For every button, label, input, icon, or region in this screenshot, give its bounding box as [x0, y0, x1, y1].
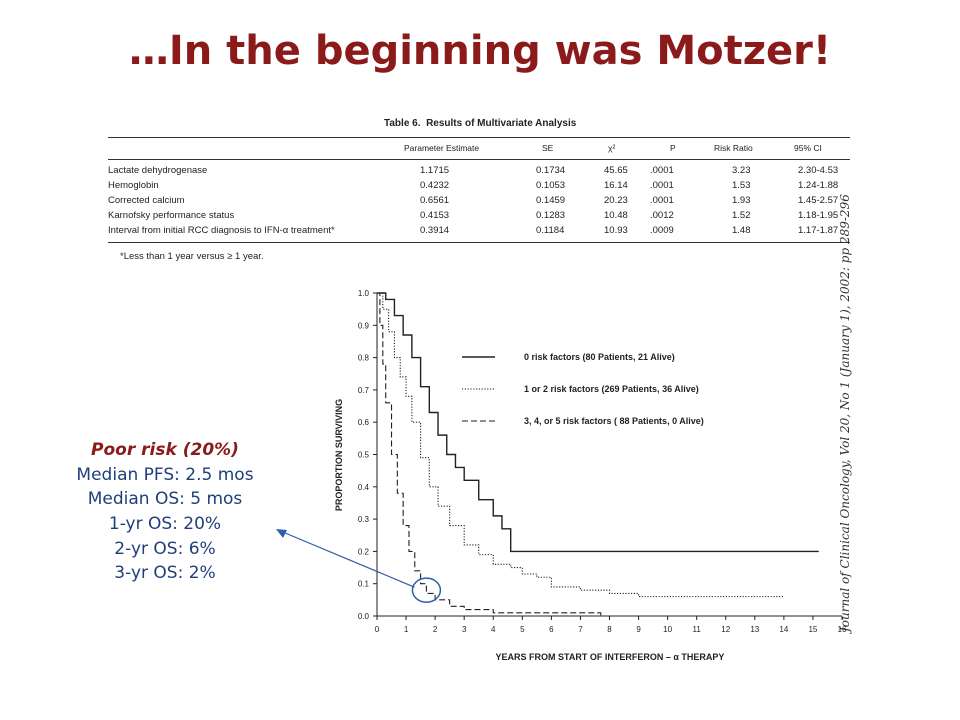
survival-curve-1 — [377, 292, 819, 553]
table-cell: 2.30-4.53 — [798, 165, 839, 176]
survival-curve-3 — [377, 292, 602, 616]
table-cell: .0001 — [650, 165, 674, 176]
table-bottom-rule — [108, 242, 850, 243]
x-tick-label: 5 — [520, 625, 525, 634]
x-tick-label: 1 — [404, 625, 409, 634]
x-tick-label: 11 — [693, 625, 702, 634]
callout-line: 3-yr OS: 2% — [114, 563, 216, 584]
x-tick-label: 8 — [607, 625, 612, 634]
callout-arrowhead — [276, 529, 287, 538]
table-caption-label: Table 6. — [384, 118, 421, 129]
table-cell: 0.6561 — [420, 195, 450, 206]
y-tick-label: 0.5 — [358, 451, 370, 460]
x-tick-label: 4 — [491, 625, 496, 634]
table-cell: 0.1184 — [536, 225, 565, 236]
table-top-rule — [108, 137, 850, 138]
table-row-label: Hemoglobin — [108, 180, 159, 191]
callout-line: Median OS: 5 mos — [87, 489, 243, 510]
callout-heading: Poor risk (20%) — [91, 440, 239, 460]
x-tick-label: 15 — [808, 625, 817, 634]
table-header: 95% CI — [794, 143, 822, 153]
results-table: Table 6. Results of Multivariate Analysi… — [108, 118, 850, 268]
table-cell: 1.48 — [732, 225, 751, 236]
table-cell: .0012 — [650, 210, 674, 221]
x-tick-label: 2 — [433, 625, 438, 634]
callout-line: Median PFS: 2.5 mos — [76, 464, 254, 485]
y-tick-label: 0.3 — [358, 515, 370, 524]
table-cell: 1.53 — [732, 180, 751, 191]
table-cell: 0.1459 — [536, 195, 566, 206]
table-cell: 1.1715 — [420, 165, 450, 176]
table-cell: 0.1283 — [536, 210, 566, 221]
table-cell: .0001 — [650, 195, 674, 206]
y-tick-label: 0.9 — [358, 321, 370, 330]
x-tick-label: 0 — [375, 625, 380, 634]
table-cell: 3.23 — [732, 165, 751, 176]
x-axis-label: YEARS FROM START OF INTERFERON – α THERA… — [496, 652, 725, 662]
table-cell: 10.48 — [604, 210, 628, 221]
table-cell: .0001 — [650, 180, 674, 191]
table-row-label: Interval from initial RCC diagnosis to I… — [108, 225, 335, 236]
journal-reference: Journal of Clinical Oncology, Vol 20, No… — [838, 194, 852, 632]
legend-label-1: 0 risk factors (80 Patients, 21 Alive) — [524, 352, 675, 362]
table-cell: 0.3914 — [420, 225, 450, 236]
table-cell: .0009 — [650, 225, 674, 236]
table-header: χ² — [608, 143, 616, 153]
table-cell: 1.45-2.57 — [798, 195, 839, 206]
table-cell: 10.93 — [604, 225, 628, 236]
y-tick-label: 0.1 — [358, 580, 370, 589]
x-tick-label: 12 — [721, 625, 730, 634]
table-cell: 16.14 — [604, 180, 628, 191]
x-tick-label: 10 — [663, 625, 672, 634]
y-tick-label: 0.2 — [358, 547, 370, 556]
highlight-circle — [411, 577, 442, 603]
table-header: Parameter Estimate — [404, 143, 480, 153]
table-cell: 0.1053 — [536, 180, 566, 191]
legend-label-2: 1 or 2 risk factors (269 Patients, 36 Al… — [524, 384, 699, 394]
table-header: P — [670, 143, 676, 153]
x-tick-label: 7 — [578, 625, 583, 634]
table-row-label: Lactate dehydrogenase — [108, 165, 208, 176]
table-caption: Table 6. Results of Multivariate Analysi… — [384, 118, 576, 129]
y-axis-label: PROPORTION SURVIVING — [334, 399, 344, 511]
y-tick-label: 0.4 — [358, 483, 370, 492]
table-row-label: Corrected calcium — [108, 195, 185, 206]
y-tick-label: 1.0 — [358, 289, 370, 298]
slide-title: …In the beginning was Motzer! — [128, 28, 832, 74]
x-tick-label: 13 — [750, 625, 759, 634]
table-cell: 0.4153 — [420, 210, 450, 221]
table-header-rule — [108, 159, 850, 160]
callout-line: 2-yr OS: 6% — [114, 538, 216, 559]
callout-line: 1-yr OS: 20% — [108, 513, 222, 534]
poor-risk-callout: Poor risk (20%) Median PFS: 2.5 mos Medi… — [50, 438, 280, 586]
table-cell: 1.93 — [732, 195, 751, 206]
table-cell: 1.24-1.88 — [798, 180, 839, 191]
legend-label-3: 3, 4, or 5 risk factors ( 88 Patients, 0… — [524, 416, 704, 426]
y-tick-label: 0.8 — [358, 354, 370, 363]
table-cell: 1.18-1.95 — [798, 210, 839, 221]
table-header: SE — [542, 143, 554, 153]
x-tick-label: 6 — [549, 625, 554, 634]
table-cell: 1.52 — [732, 210, 751, 221]
table-row-label: Karnofsky performance status — [108, 210, 235, 221]
y-tick-label: 0.0 — [358, 612, 370, 621]
callout-arrow — [277, 529, 415, 588]
x-tick-label: 16 — [838, 625, 847, 634]
table-cell: 20.23 — [604, 195, 628, 206]
table-cell: 45.65 — [604, 165, 628, 176]
table-cell: 1.17-1.87 — [798, 225, 839, 236]
y-tick-label: 0.6 — [358, 418, 370, 427]
x-tick-label: 9 — [636, 625, 641, 634]
x-tick-label: 14 — [779, 625, 788, 634]
table-cell: 0.4232 — [420, 180, 450, 191]
table-caption-title: Results of Multivariate Analysis — [426, 118, 577, 129]
table-cell: 0.1734 — [536, 165, 566, 176]
y-tick-label: 0.7 — [358, 386, 370, 395]
x-tick-label: 3 — [462, 625, 467, 634]
table-header: Risk Ratio — [714, 143, 753, 153]
table-footnote: *Less than 1 year versus ≥ 1 year. — [120, 251, 264, 262]
